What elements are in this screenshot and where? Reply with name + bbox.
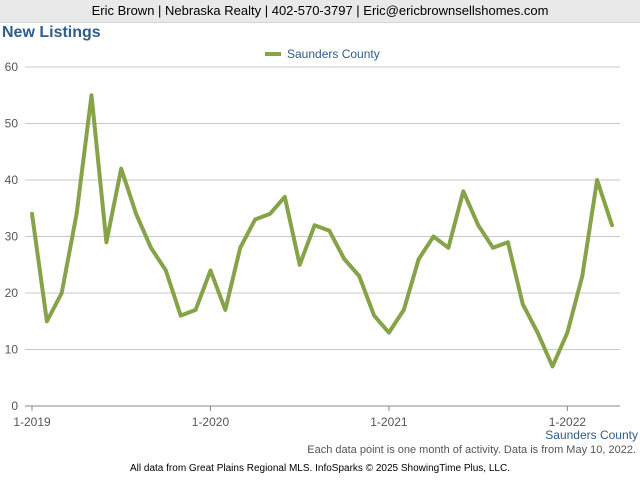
data-point bbox=[521, 302, 525, 306]
data-point bbox=[194, 308, 198, 312]
data-point bbox=[30, 212, 34, 216]
data-point bbox=[536, 331, 540, 335]
data-point bbox=[134, 212, 138, 216]
data-point bbox=[372, 314, 376, 318]
data-point bbox=[298, 263, 302, 267]
footer-note: Each data point is one month of activity… bbox=[307, 444, 636, 456]
series-line-saunders-county bbox=[30, 93, 614, 369]
data-point bbox=[149, 246, 153, 250]
grid-lines bbox=[25, 66, 620, 407]
data-point bbox=[432, 235, 436, 239]
data-point bbox=[491, 246, 495, 250]
data-point bbox=[45, 319, 49, 323]
data-point bbox=[551, 364, 555, 368]
data-point bbox=[223, 308, 227, 312]
y-tick-label: 0 bbox=[11, 399, 18, 413]
contact-header: Eric Brown | Nebraska Realty | 402-570-3… bbox=[0, 0, 640, 23]
y-tick-label: 60 bbox=[5, 60, 19, 74]
data-point bbox=[402, 308, 406, 312]
data-point bbox=[417, 257, 421, 261]
data-point bbox=[446, 246, 450, 250]
data-point bbox=[610, 223, 614, 227]
series-bottom-label: Saunders County bbox=[545, 428, 638, 442]
data-point bbox=[75, 212, 79, 216]
x-tick-label: 1-2019 bbox=[13, 415, 51, 429]
data-point bbox=[164, 268, 168, 272]
chart-title: New Listings bbox=[2, 24, 101, 41]
y-tick-label: 30 bbox=[5, 230, 19, 244]
data-point bbox=[119, 167, 123, 171]
data-point bbox=[506, 240, 510, 244]
legend-label: Saunders County bbox=[287, 47, 380, 61]
x-tick-label: 1-2021 bbox=[370, 415, 408, 429]
legend: Saunders County bbox=[265, 46, 380, 62]
series-layer bbox=[30, 93, 614, 369]
y-tick-label: 10 bbox=[5, 343, 19, 357]
y-tick-label: 20 bbox=[5, 286, 19, 300]
data-point bbox=[313, 223, 317, 227]
y-tick-label: 40 bbox=[5, 173, 19, 187]
data-point bbox=[60, 291, 64, 295]
data-point bbox=[179, 314, 183, 318]
data-point bbox=[580, 274, 584, 278]
data-point bbox=[595, 178, 599, 182]
data-point bbox=[476, 223, 480, 227]
data-point bbox=[238, 246, 242, 250]
data-point bbox=[253, 218, 257, 222]
legend-swatch bbox=[265, 52, 281, 56]
data-point bbox=[89, 93, 93, 97]
data-point bbox=[387, 331, 391, 335]
axes: 0 10 20 30 40 50 60 1-2019 1-2020 1-2021 1-2022 bbox=[5, 60, 587, 429]
data-point bbox=[283, 195, 287, 199]
data-point bbox=[268, 212, 272, 216]
data-point bbox=[565, 331, 569, 335]
data-point bbox=[357, 274, 361, 278]
data-point bbox=[461, 189, 465, 193]
x-tick-label: 1-2022 bbox=[549, 415, 587, 429]
data-point bbox=[327, 229, 331, 233]
footer-source: All data from Great Plains Regional MLS.… bbox=[130, 463, 510, 474]
x-tick-label: 1-2020 bbox=[192, 415, 230, 429]
data-point bbox=[104, 240, 108, 244]
data-point bbox=[342, 257, 346, 261]
data-point bbox=[208, 268, 212, 272]
y-tick-label: 50 bbox=[5, 117, 19, 131]
